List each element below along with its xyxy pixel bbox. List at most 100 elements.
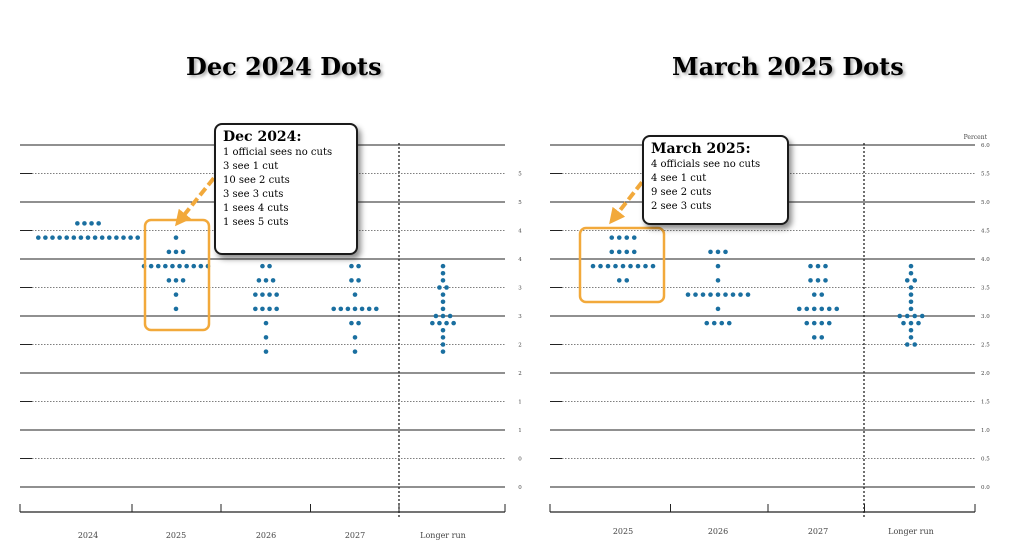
dot [180, 278, 186, 283]
callout-title: Dec 2024: [223, 129, 302, 145]
dot [349, 278, 354, 283]
dot [184, 263, 189, 269]
dot [631, 235, 637, 240]
x-tick-label: Longer run [888, 527, 934, 536]
dot [904, 278, 910, 283]
dot [263, 320, 269, 326]
dot [916, 320, 921, 326]
dot [253, 306, 258, 312]
dot [908, 335, 914, 340]
dot [148, 263, 154, 269]
callout-arrow-march [609, 170, 652, 225]
y-tick-label: 5.5 [981, 172, 990, 178]
dot [166, 278, 172, 283]
x-tick-label: 2025 [613, 527, 633, 536]
callout-arrow-dec [174, 166, 224, 227]
dot [730, 292, 736, 297]
dot [815, 278, 821, 283]
y-tick-label: 4.0 [981, 257, 990, 263]
dot [345, 306, 351, 312]
dot [908, 270, 914, 276]
x-tick-label: 2025 [166, 531, 186, 540]
dot [693, 292, 698, 297]
dot [919, 313, 925, 319]
dot [349, 320, 354, 326]
callout-line: 4 see 1 cut [651, 173, 707, 184]
dot [92, 235, 98, 240]
dot [912, 313, 918, 319]
dot [349, 263, 354, 269]
dot [128, 235, 133, 240]
dot [711, 320, 717, 326]
dot [356, 263, 361, 269]
dot [811, 306, 817, 312]
x-tick-label: 2027 [808, 527, 828, 536]
dot [82, 221, 87, 226]
dot [908, 263, 914, 269]
y-tick-label: 0.5 [981, 457, 990, 463]
dot [440, 292, 446, 297]
dot [624, 249, 630, 255]
dot [624, 235, 630, 240]
y-tick-label: 0.0 [981, 485, 990, 491]
dot [43, 235, 48, 240]
dot [263, 349, 269, 354]
dot [628, 263, 633, 269]
dot [715, 263, 721, 269]
dot [173, 306, 179, 312]
dot [78, 235, 84, 240]
dot [64, 235, 69, 240]
dot [440, 270, 446, 276]
dot [904, 313, 910, 319]
dot [89, 221, 94, 226]
dot [71, 235, 77, 240]
dot [897, 313, 903, 319]
dot [121, 235, 126, 240]
y-tick-label: 2 [518, 371, 522, 377]
dot [823, 263, 828, 269]
panel-title-dec-2024: Dec 2024 Dots [186, 52, 382, 81]
dot [700, 292, 706, 297]
dot [804, 320, 810, 326]
dot [811, 292, 817, 297]
dot [274, 292, 279, 297]
dot [356, 278, 361, 283]
dot [819, 306, 825, 312]
dot [708, 292, 713, 297]
dot [440, 299, 446, 305]
dot [590, 263, 596, 269]
dot [440, 313, 446, 319]
dot [620, 263, 626, 269]
dot [352, 306, 358, 312]
dot [819, 335, 825, 340]
x-tick-label: 2026 [256, 531, 276, 540]
dot [723, 292, 728, 297]
dot [811, 335, 817, 340]
dot [819, 292, 825, 297]
dot [631, 249, 637, 255]
dot [609, 235, 615, 240]
dot [430, 320, 435, 326]
dot [616, 235, 622, 240]
dot [908, 292, 914, 297]
dec-2024-dot-plot: 5 5 4 4 3 3 2 2 1 1 0 0 2024 2025 2026 2027 Longer run [19, 143, 522, 540]
dot [75, 221, 80, 226]
dot [447, 313, 453, 319]
dot [708, 249, 713, 255]
callout-line: 2 see 3 cuts [651, 201, 712, 212]
y-tick-label: 1.5 [981, 400, 990, 406]
y-tick-label: 3 [518, 286, 522, 292]
dot [635, 263, 641, 269]
dot [163, 263, 168, 269]
dot [444, 320, 449, 326]
dot [359, 306, 365, 312]
dot [85, 235, 91, 240]
y-tick-label: 5.0 [981, 200, 990, 206]
x-tick-label: 2027 [345, 531, 365, 540]
dot [36, 235, 41, 240]
dot [263, 335, 269, 340]
dot [908, 299, 914, 305]
callout-line: 1 sees 5 cuts [223, 217, 289, 228]
dot [685, 292, 691, 297]
